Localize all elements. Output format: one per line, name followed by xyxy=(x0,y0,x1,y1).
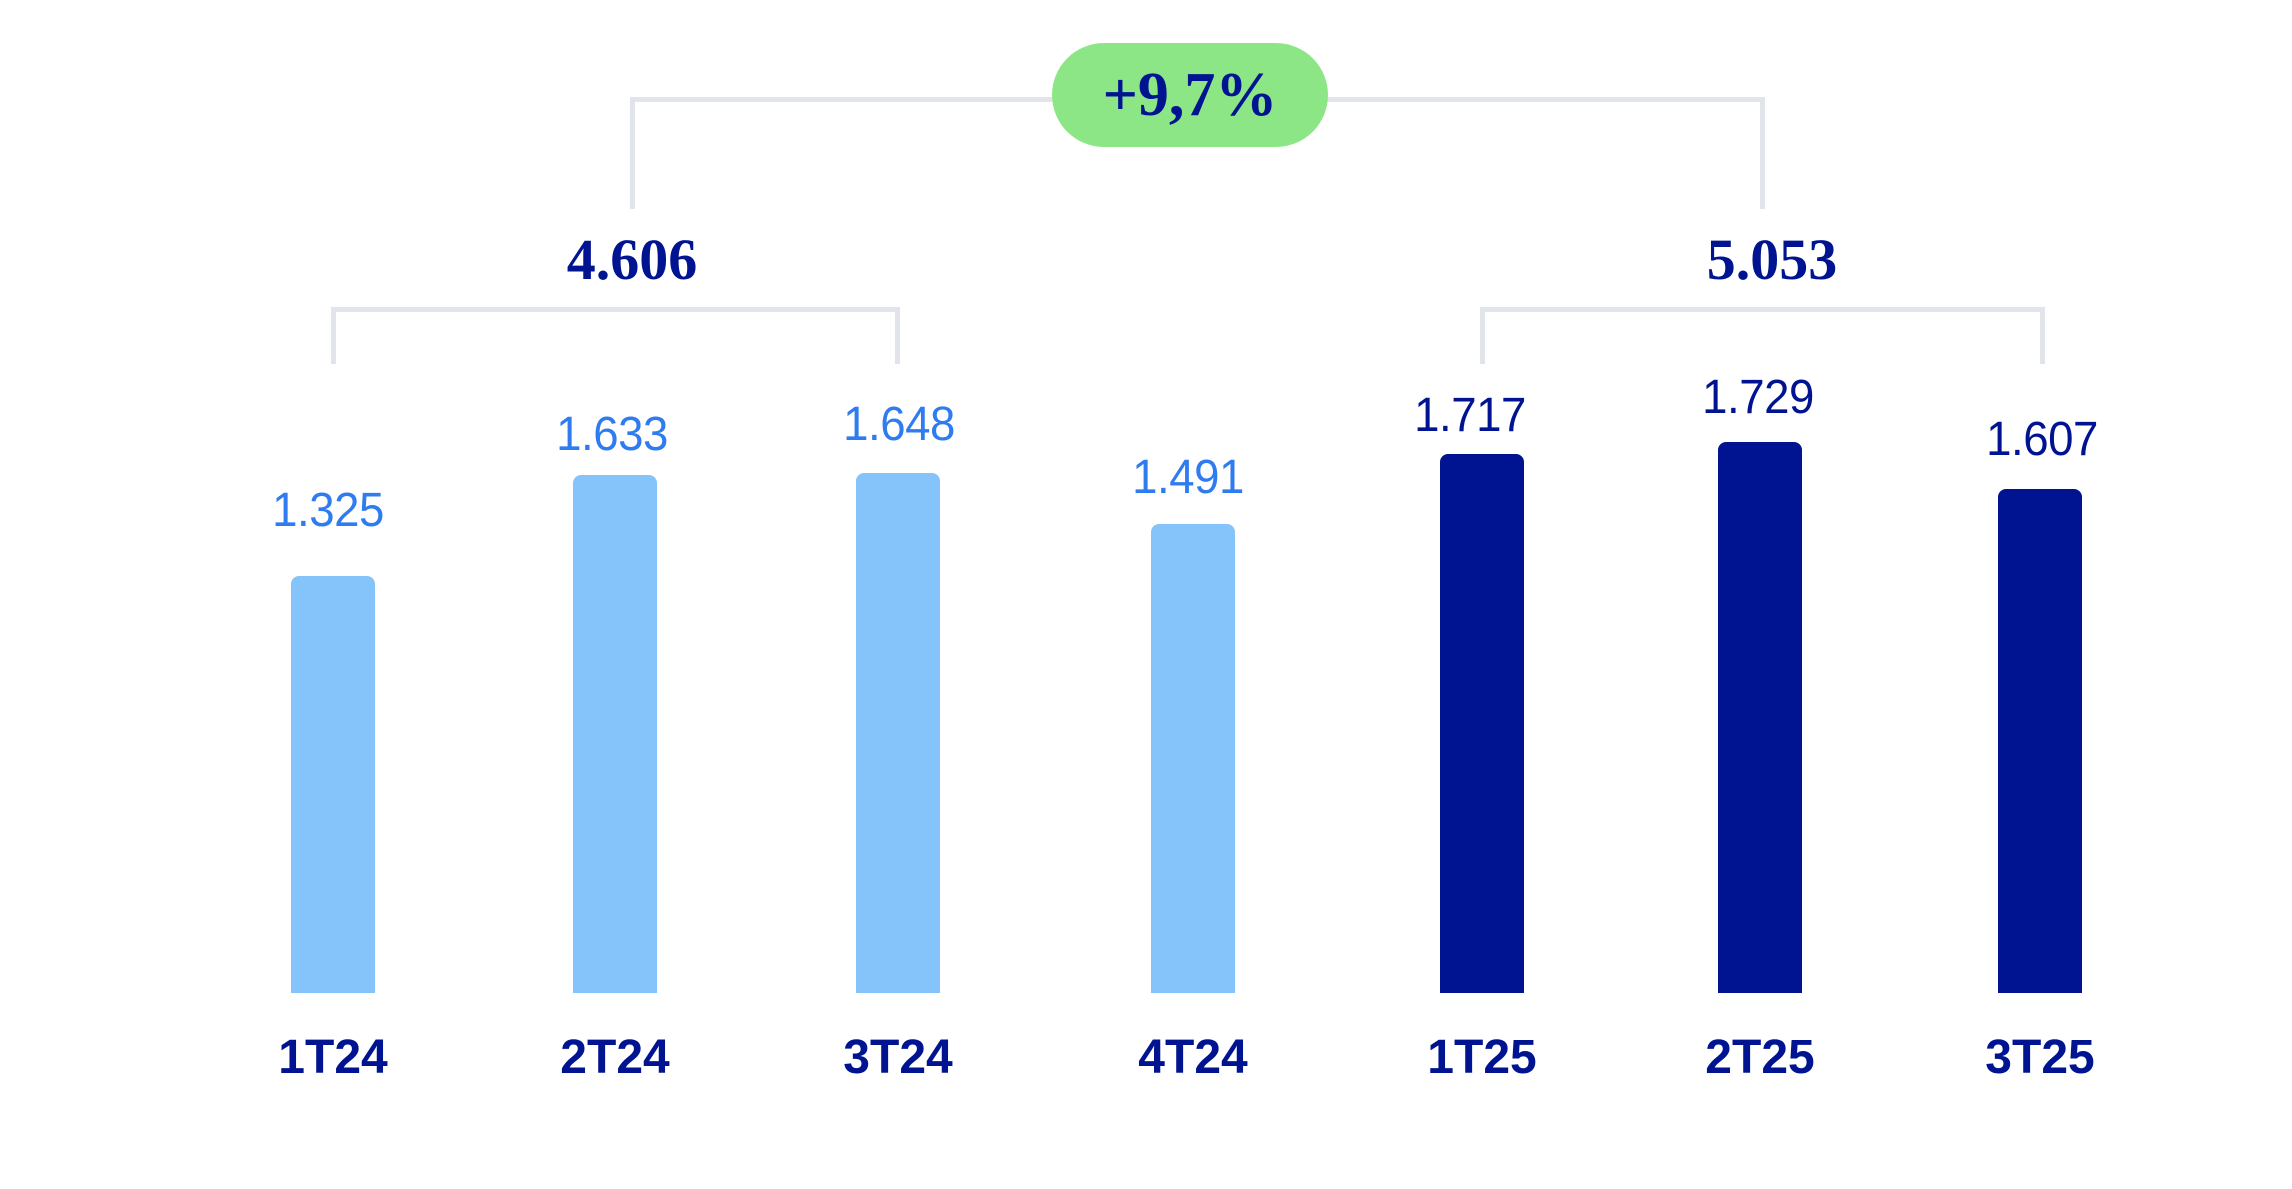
value-label-1T24: 1.325 xyxy=(272,484,384,537)
bar-3T24 xyxy=(856,473,940,993)
growth-badge: +9,7% xyxy=(1052,43,1328,147)
category-label-3T24: 3T24 xyxy=(843,1031,953,1084)
bracket-2024-left xyxy=(331,307,336,364)
bracket-2024-top xyxy=(331,307,900,312)
bar-4T24 xyxy=(1151,524,1235,993)
category-label-4T24: 4T24 xyxy=(1138,1031,1248,1084)
bracket-2025-top xyxy=(1480,307,2045,312)
category-label-2T24: 2T24 xyxy=(560,1031,670,1084)
category-label-3T25: 3T25 xyxy=(1985,1031,2095,1084)
bracket-2025-right xyxy=(2040,307,2045,364)
value-label-2T24: 1.633 xyxy=(556,408,668,461)
bar-2T24 xyxy=(573,475,657,993)
total-2024: 4.606 xyxy=(566,227,698,292)
bar-3T25 xyxy=(1998,489,2082,993)
total-2025: 5.053 xyxy=(1706,227,1838,292)
value-label-3T25: 1.607 xyxy=(1986,413,2098,466)
growth-connector-right-vertical xyxy=(1760,97,1765,209)
category-label-1T24: 1T24 xyxy=(278,1031,388,1084)
growth-badge-label: +9,7% xyxy=(1102,60,1278,129)
category-label-1T25: 1T25 xyxy=(1427,1031,1537,1084)
value-label-2T25: 1.729 xyxy=(1702,371,1814,424)
bracket-2024-right xyxy=(895,307,900,364)
category-label-2T25: 2T25 xyxy=(1705,1031,1815,1084)
bracket-2025-left xyxy=(1480,307,1485,364)
value-label-1T25: 1.717 xyxy=(1414,389,1526,442)
growth-connector-left-vertical xyxy=(630,97,635,209)
value-label-4T24: 1.491 xyxy=(1132,451,1244,504)
bar-1T25 xyxy=(1440,454,1524,993)
value-label-3T24: 1.648 xyxy=(843,398,955,451)
bar-1T24 xyxy=(291,576,375,993)
bar-2T25 xyxy=(1718,442,1802,993)
